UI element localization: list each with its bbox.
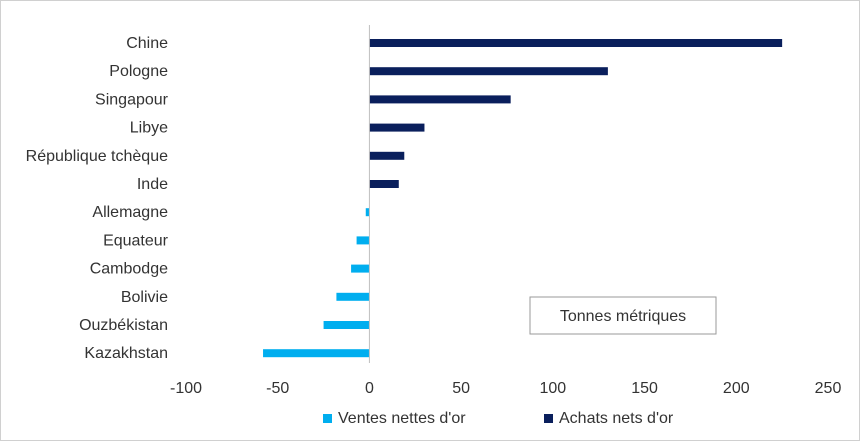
category-label: Ouzbékistan xyxy=(79,317,168,334)
x-tick-label: 250 xyxy=(815,380,842,397)
category-label: Pologne xyxy=(109,63,168,80)
bar xyxy=(369,180,399,188)
bar xyxy=(369,95,511,104)
legend-swatch-purchases xyxy=(544,414,553,423)
legend-label-sales: Ventes nettes d'or xyxy=(338,410,466,427)
bar xyxy=(351,264,370,273)
bar xyxy=(369,67,608,76)
x-tick-label: 50 xyxy=(452,380,470,397)
x-tick-label: 150 xyxy=(631,380,658,397)
bars-group xyxy=(263,39,783,358)
bar xyxy=(263,349,370,358)
legend-label-purchases: Achats nets d'or xyxy=(559,410,674,427)
category-label: Libye xyxy=(130,120,168,137)
x-tick-label: 100 xyxy=(540,380,567,397)
bar xyxy=(336,292,370,301)
category-label: Inde xyxy=(137,176,168,193)
category-label: Singapour xyxy=(95,91,169,108)
x-tick-label: -50 xyxy=(266,380,289,397)
category-label: République tchèque xyxy=(26,148,168,165)
legend: Ventes nettes d'or Achats nets d'or xyxy=(323,410,674,427)
x-tick-label: -100 xyxy=(170,380,202,397)
bar xyxy=(365,208,370,217)
x-tick-label: 200 xyxy=(723,380,750,397)
x-tick-labels: -100 -50 0 50 100 150 200 250 xyxy=(170,380,841,397)
category-label: Cambodge xyxy=(90,261,168,278)
bar xyxy=(323,321,370,329)
bar xyxy=(356,236,370,245)
category-labels: Chine Pologne Singapour Libye République tch… xyxy=(26,35,169,362)
x-tick-label: 0 xyxy=(365,380,374,397)
bar xyxy=(369,151,405,160)
bar xyxy=(369,39,783,47)
category-label: Equateur xyxy=(103,232,169,249)
category-label: Allemagne xyxy=(92,204,168,221)
category-label: Bolivie xyxy=(121,289,168,306)
legend-swatch-sales xyxy=(323,414,332,423)
annotation-box: Tonnes métriques xyxy=(529,296,717,335)
category-label: Chine xyxy=(126,35,168,52)
category-label: Kazakhstan xyxy=(84,345,168,362)
annotation-text: Tonnes métriques xyxy=(560,308,686,325)
bar xyxy=(369,123,425,132)
